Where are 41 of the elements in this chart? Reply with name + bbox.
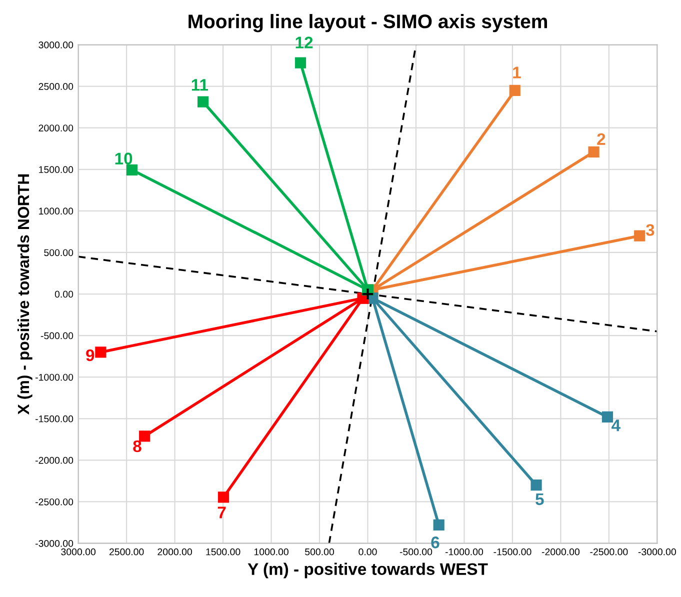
annotation: 9	[86, 349, 94, 362]
y-tick-label: -2000.00	[36, 456, 74, 464]
y-tick-label: -500.00	[40, 332, 74, 340]
y-tick-label: 0.00	[54, 290, 74, 298]
x-tick-label: -3000.00	[638, 548, 676, 556]
y-tick-label: 2500.00	[38, 83, 74, 90]
y-tick-label: -1000.00	[36, 374, 74, 381]
annotation: 2	[597, 133, 606, 145]
x-tick-label: 1000.00	[254, 548, 288, 556]
x-axis-title: Y (m) - positive towards WEST	[248, 562, 488, 578]
y-tick-label: -3000.00	[36, 540, 74, 547]
y-tick-label: -1500.00	[36, 415, 74, 422]
annotation: 4	[612, 420, 620, 432]
x-tick-label: 1500.00	[206, 548, 240, 556]
x-tick-label: -2500.00	[590, 548, 628, 556]
annotation: 8	[133, 440, 142, 452]
x-tick-label: 2500.00	[109, 548, 144, 556]
y-tick-label: 1500.00	[39, 166, 74, 174]
y-tick-label: 3000.00	[38, 42, 74, 48]
x-tick-label: -500.00	[400, 548, 432, 556]
y-tick-label: 1000.00	[39, 208, 74, 215]
annotation: 5	[536, 493, 544, 506]
annotation: 10	[115, 152, 132, 164]
y-axis-title: X (m) - positive towards NORTH	[17, 174, 32, 415]
x-tick-label: 0.00	[358, 548, 377, 556]
x-tick-label: -1500.00	[494, 548, 532, 556]
x-tick-label: -1000.00	[445, 548, 484, 556]
y-tick-label: 2000.00	[38, 124, 74, 132]
chart-title: Mooring line layout - SIMO axis system	[188, 14, 547, 32]
y-tick-label: -2500.00	[36, 498, 74, 506]
x-tick-label: -2000.00	[542, 548, 580, 556]
annotation: 6	[431, 536, 440, 548]
y-tick-label: 500.00	[44, 249, 74, 256]
annotation: 11	[192, 79, 208, 91]
annotation: 12	[296, 36, 313, 48]
x-tick-label: 500.00	[305, 548, 334, 556]
annotation: 1	[513, 66, 521, 78]
annotation: 7	[218, 506, 226, 518]
annotation: 3	[646, 224, 654, 236]
x-tick-label: 3000.00	[61, 548, 96, 556]
x-tick-label: 2000.00	[158, 548, 192, 556]
